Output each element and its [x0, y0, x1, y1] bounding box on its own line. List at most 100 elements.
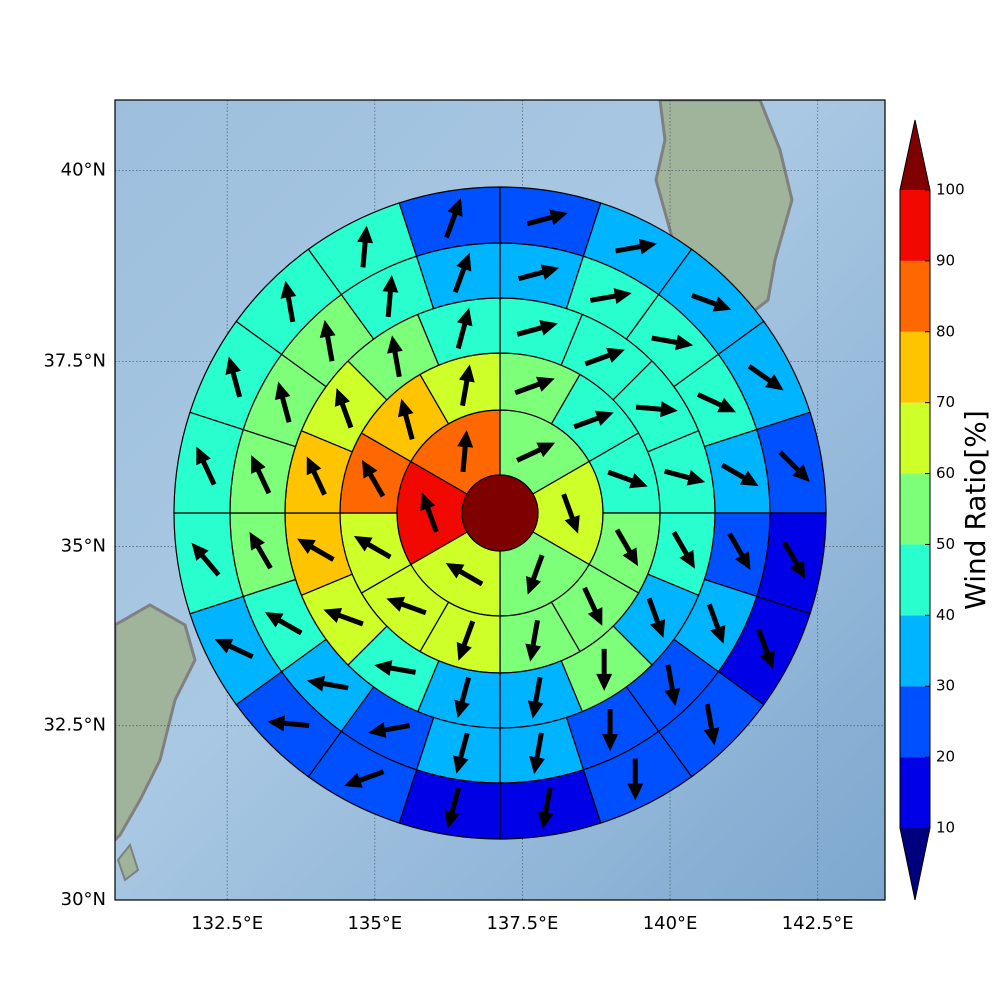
wind-arrow: [756, 628, 775, 669]
wind-arrow: [387, 335, 403, 378]
wind-arrow: [573, 410, 614, 430]
colorbar-bin: [900, 331, 930, 403]
wind-arrow: [526, 209, 568, 227]
wind-arrow: [525, 619, 542, 662]
colorbar-under: [900, 828, 930, 900]
wind-arrow: [334, 388, 354, 429]
wind-arrow: [516, 442, 556, 463]
wind-arrow: [274, 381, 292, 423]
wind-arrow: [453, 732, 470, 774]
wind-arrow: [357, 225, 374, 268]
wind-arrow: [720, 462, 759, 487]
wind-arrow: [635, 401, 678, 418]
colorbar-tick-label: 40: [936, 606, 955, 624]
wind-arrow: [527, 676, 544, 719]
y-tick-label: 35°N: [61, 535, 106, 556]
colorbar-tick-label: 50: [936, 535, 955, 553]
wind-arrow: [615, 238, 657, 255]
wind-arrow: [445, 563, 484, 587]
wind-arrow: [514, 376, 555, 396]
wind-arrow: [596, 648, 613, 691]
wind-arrow: [306, 675, 349, 692]
wind-arrow: [297, 538, 335, 562]
wind-arrow: [778, 450, 810, 482]
wind-arrow: [458, 364, 475, 407]
wind-arrow: [782, 541, 806, 579]
wind-arrow: [249, 531, 273, 570]
wind-arrow: [706, 603, 726, 644]
colorbar-tick-label: 10: [936, 819, 955, 837]
wind-arrow: [627, 758, 644, 801]
wind-arrow: [651, 334, 694, 351]
wind-arrow: [191, 542, 221, 577]
y-tick-label: 32.5°N: [43, 715, 106, 736]
colorbar-bin: [900, 544, 930, 616]
wind-arrow: [264, 612, 303, 636]
sector-cell: [398, 186, 501, 257]
colorbar-bin: [900, 757, 930, 828]
x-tick-label: 142.5°E: [782, 913, 854, 934]
wind-arrow: [516, 320, 558, 337]
wind-arrow: [344, 769, 385, 788]
wind-arrow: [589, 288, 632, 304]
x-tick-label: 140°E: [643, 913, 698, 934]
x-tick-label: 137.5°E: [486, 913, 558, 934]
wind-arrow: [225, 356, 243, 398]
wind-arrow: [455, 307, 473, 350]
wind-arrow: [529, 732, 545, 775]
y-tick-label: 37.5°N: [43, 351, 106, 372]
land: [116, 842, 140, 882]
wind-arrow: [214, 638, 254, 660]
wind-arrow: [374, 660, 416, 676]
x-tick-label: 132.5°E: [191, 913, 263, 934]
wind-arrow: [397, 398, 415, 440]
wind-arrow: [306, 456, 327, 496]
wind-arrow: [280, 280, 297, 323]
wind-arrow: [196, 446, 217, 486]
wind-arrow: [526, 554, 545, 595]
colorbar-bin: [900, 402, 930, 474]
wind-arrow: [691, 293, 732, 312]
colorbar-tick-label: 100: [936, 181, 965, 199]
wind-arrow: [561, 493, 580, 534]
wind-arrow: [663, 468, 706, 486]
wind-arrow: [353, 536, 392, 560]
wind-arrow: [457, 430, 474, 473]
wind-arrow: [323, 607, 364, 627]
wind-arrow: [267, 715, 310, 732]
y-tick-label: 30°N: [61, 889, 106, 910]
colorbar-tick-label: 80: [936, 322, 955, 340]
colorbar-bin: [900, 686, 930, 758]
colorbar-over: [900, 120, 930, 190]
land: [115, 603, 197, 843]
wind-arrow: [361, 459, 386, 498]
wind-arrow: [602, 709, 619, 752]
plot-frame: [114, 99, 886, 901]
wind-arrow: [537, 787, 554, 829]
wind-arrow: [703, 703, 720, 746]
colorbar-tick-label: 30: [936, 677, 955, 695]
colorbar-tick-label: 70: [936, 393, 955, 411]
wind-arrow: [456, 620, 476, 661]
colorbar: 10 20 30 40 50 60 70 80 90 100: [899, 119, 965, 901]
wind-arrow: [646, 597, 666, 638]
wind-arrow: [607, 469, 648, 489]
wind-arrow: [386, 596, 427, 616]
y-tick-label: 40°N: [61, 159, 106, 180]
center-cell: [461, 474, 539, 552]
wind-arrow: [420, 492, 439, 533]
wind-arrow: [454, 676, 472, 719]
wind-arrow: [517, 264, 560, 282]
wind-arrow: [444, 787, 461, 829]
colorbar-tick-label: 20: [936, 748, 955, 766]
x-tick-label: 135°E: [347, 913, 402, 934]
colorbar-label: Wind Ratio[%]: [959, 410, 992, 610]
wind-arrow: [584, 347, 625, 367]
wind-arrow: [671, 531, 695, 569]
wind-arrow: [444, 197, 463, 239]
wind-arrow: [747, 364, 784, 391]
wind-arrow: [614, 528, 639, 567]
wind-arrow: [382, 275, 399, 318]
wind-arrow: [251, 455, 272, 495]
